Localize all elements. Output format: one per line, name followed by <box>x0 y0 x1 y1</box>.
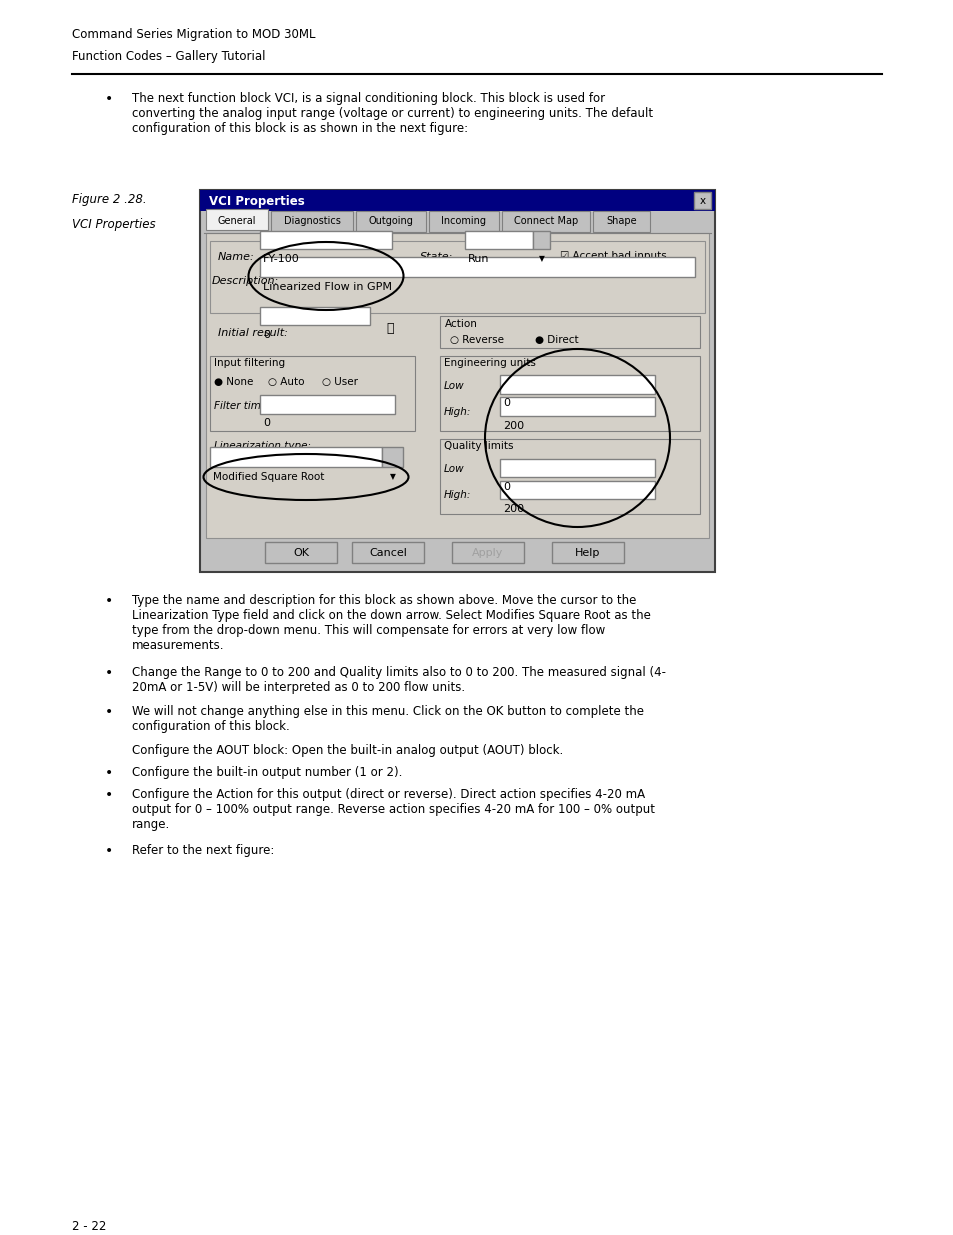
Text: Figure 2 .28.: Figure 2 .28. <box>71 193 147 206</box>
FancyBboxPatch shape <box>210 241 704 312</box>
Text: State:: State: <box>419 252 453 262</box>
Text: Incoming: Incoming <box>441 216 486 226</box>
Text: Low: Low <box>443 382 464 391</box>
Text: ● None: ● None <box>213 377 253 387</box>
Text: 200: 200 <box>502 504 523 514</box>
FancyBboxPatch shape <box>265 542 336 563</box>
Text: Change the Range to 0 to 200 and Quality limits also to 0 to 200. The measured s: Change the Range to 0 to 200 and Quality… <box>132 666 665 694</box>
Text: ○ Auto: ○ Auto <box>268 377 304 387</box>
Text: The next function block VCI, is a signal conditioning block. This block is used : The next function block VCI, is a signal… <box>132 91 653 135</box>
Text: Linearization type:: Linearization type: <box>213 441 311 451</box>
Text: 0: 0 <box>263 330 270 340</box>
Text: FY-100: FY-100 <box>263 254 299 264</box>
Text: 0: 0 <box>502 399 510 409</box>
FancyBboxPatch shape <box>464 231 533 249</box>
FancyBboxPatch shape <box>210 356 415 431</box>
Text: General: General <box>217 216 256 226</box>
Text: •: • <box>105 844 113 858</box>
Text: We will not change anything else in this menu. Click on the OK button to complet: We will not change anything else in this… <box>132 705 643 734</box>
Text: High:: High: <box>443 490 471 500</box>
FancyBboxPatch shape <box>501 211 589 232</box>
Text: Low: Low <box>443 464 464 474</box>
FancyBboxPatch shape <box>499 480 655 499</box>
Text: Help: Help <box>575 547 600 557</box>
Text: Action: Action <box>444 319 477 329</box>
Text: Configure the AOUT block: Open the built-in analog output (AOUT) block.: Configure the AOUT block: Open the built… <box>132 743 562 757</box>
Text: High:: High: <box>443 408 471 417</box>
Text: Input filtering: Input filtering <box>213 358 285 368</box>
FancyBboxPatch shape <box>260 306 370 325</box>
Text: ○ Reverse: ○ Reverse <box>450 335 503 345</box>
Text: •: • <box>105 91 113 106</box>
Text: ▼: ▼ <box>538 254 544 263</box>
Text: Diagnostics: Diagnostics <box>283 216 340 226</box>
Text: Configure the Action for this output (direct or reverse). Direct action specifie: Configure the Action for this output (di… <box>132 788 655 831</box>
Text: Modified Square Root: Modified Square Root <box>213 472 324 482</box>
Text: Quality limits: Quality limits <box>443 441 513 451</box>
Text: Engineering units: Engineering units <box>443 358 536 368</box>
Text: Configure the built-in output number (1 or 2).: Configure the built-in output number (1 … <box>132 766 402 779</box>
FancyBboxPatch shape <box>355 211 426 232</box>
FancyBboxPatch shape <box>533 231 550 249</box>
Text: Filter time:: Filter time: <box>213 401 271 411</box>
Text: ● Direct: ● Direct <box>535 335 578 345</box>
Text: Apply: Apply <box>472 547 503 557</box>
FancyBboxPatch shape <box>200 190 714 572</box>
FancyBboxPatch shape <box>210 447 381 467</box>
Text: ○ User: ○ User <box>322 377 357 387</box>
Text: Refer to the next figure:: Refer to the next figure: <box>132 844 274 857</box>
Text: ⮡: ⮡ <box>386 321 394 335</box>
Text: Type the name and description for this block as shown above. Move the cursor to : Type the name and description for this b… <box>132 594 650 652</box>
Text: Cancel: Cancel <box>369 547 407 557</box>
Text: VCI Properties: VCI Properties <box>71 219 155 231</box>
FancyBboxPatch shape <box>439 438 700 514</box>
Text: •: • <box>105 788 113 803</box>
FancyBboxPatch shape <box>271 211 353 232</box>
Text: Run: Run <box>468 254 489 264</box>
Text: Name:: Name: <box>218 252 254 262</box>
FancyBboxPatch shape <box>381 447 402 467</box>
FancyBboxPatch shape <box>499 458 655 477</box>
Text: VCI Properties: VCI Properties <box>209 194 304 207</box>
Text: Shape: Shape <box>605 216 637 226</box>
FancyBboxPatch shape <box>429 211 498 232</box>
Text: Connect Map: Connect Map <box>514 216 578 226</box>
FancyBboxPatch shape <box>499 375 655 394</box>
FancyBboxPatch shape <box>693 191 710 209</box>
FancyBboxPatch shape <box>593 211 649 232</box>
Text: Description:: Description: <box>212 275 279 287</box>
FancyBboxPatch shape <box>206 233 708 538</box>
FancyBboxPatch shape <box>439 356 700 431</box>
FancyBboxPatch shape <box>552 542 623 563</box>
Text: 200: 200 <box>502 420 523 431</box>
Text: 0: 0 <box>502 482 510 492</box>
FancyBboxPatch shape <box>260 257 695 277</box>
Text: •: • <box>105 705 113 719</box>
Text: Command Series Migration to MOD 30ML: Command Series Migration to MOD 30ML <box>71 28 315 41</box>
Text: 0: 0 <box>263 419 270 429</box>
FancyBboxPatch shape <box>439 316 700 348</box>
FancyBboxPatch shape <box>206 209 268 230</box>
Text: 2 - 22: 2 - 22 <box>71 1220 107 1233</box>
FancyBboxPatch shape <box>352 542 423 563</box>
FancyBboxPatch shape <box>499 398 655 416</box>
Text: •: • <box>105 766 113 781</box>
Text: •: • <box>105 594 113 608</box>
Text: ☑ Accept bad inputs: ☑ Accept bad inputs <box>559 251 666 261</box>
Text: Outgoing: Outgoing <box>368 216 413 226</box>
Text: •: • <box>105 666 113 680</box>
FancyBboxPatch shape <box>260 231 392 249</box>
Text: OK: OK <box>293 547 309 557</box>
Text: x: x <box>699 195 705 205</box>
Text: Linearized Flow in GPM: Linearized Flow in GPM <box>263 282 392 291</box>
Text: Initial result:: Initial result: <box>218 329 288 338</box>
FancyBboxPatch shape <box>260 395 395 414</box>
Text: ▼: ▼ <box>389 473 395 482</box>
FancyBboxPatch shape <box>452 542 523 563</box>
FancyBboxPatch shape <box>200 190 714 211</box>
Text: Function Codes – Gallery Tutorial: Function Codes – Gallery Tutorial <box>71 49 265 63</box>
